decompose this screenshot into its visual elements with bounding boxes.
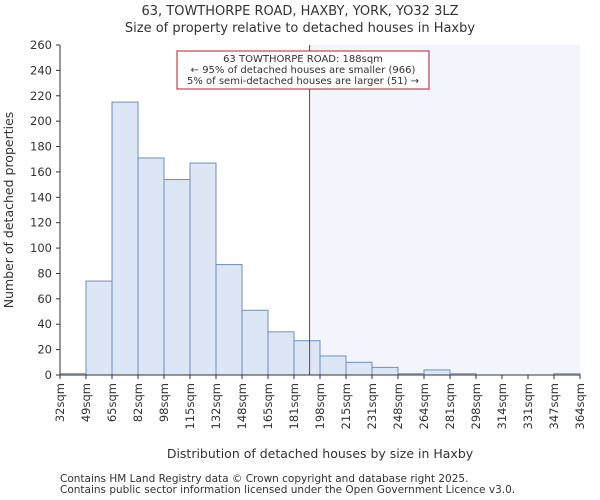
bar-198sqm <box>319 355 347 376</box>
x-axis: 32sqm 49sqm 65sqm 82sqm 98sqm 115sqm 132sqm 148… <box>53 374 587 429</box>
y-tick-label: 60 <box>37 292 52 306</box>
x-tick-label: 215sqm <box>339 383 353 429</box>
chart-subtitle: Size of property relative to detached ho… <box>125 21 475 36</box>
x-tick-label: 115sqm <box>183 383 197 429</box>
y-tick-label: 140 <box>30 190 52 204</box>
bar-264sqm <box>423 369 451 376</box>
y-tick-label: 220 <box>30 89 52 103</box>
x-tick-label: 314sqm <box>495 383 509 429</box>
annotation-line-1: 63 TOWTHORPE ROAD: 188sqm <box>223 54 383 65</box>
footer-licence: Contains public sector information licen… <box>60 484 516 496</box>
x-tick-label: 198sqm <box>313 383 327 429</box>
y-tick-label: 0 <box>45 368 52 382</box>
annotation-box <box>176 50 430 90</box>
y-axis: 0 20 40 60 80 100 120 140 160 180 200 220 240 260 <box>30 38 61 382</box>
y-tick-label: 120 <box>30 216 52 230</box>
bar-231sqm <box>371 366 399 376</box>
bar-65sqm <box>111 101 139 376</box>
bar-215sqm <box>345 361 373 376</box>
x-tick-label: 264sqm <box>417 383 431 429</box>
x-axis-label: Distribution of detached houses by size … <box>167 446 474 461</box>
x-tick-label: 298sqm <box>469 383 483 429</box>
y-tick-label: 160 <box>30 165 52 179</box>
x-tick-label: 132sqm <box>209 383 223 429</box>
x-tick-label: 248sqm <box>391 383 405 429</box>
x-tick-label: 32sqm <box>53 383 67 422</box>
x-tick-label: 331sqm <box>521 383 535 429</box>
x-tick-label: 148sqm <box>235 383 249 429</box>
y-tick-label: 80 <box>37 266 52 280</box>
bar-165sqm <box>267 331 295 376</box>
bar-82sqm <box>137 157 165 376</box>
x-tick-label: 165sqm <box>261 383 275 429</box>
bar-115sqm <box>189 162 217 376</box>
footer-copyright: Contains HM Land Registry data © Crown c… <box>60 473 469 485</box>
bar-98sqm <box>163 179 191 376</box>
x-tick-label: 347sqm <box>547 383 561 429</box>
y-tick-label: 260 <box>30 38 52 52</box>
annotation-line-2: ← 95% of detached houses are smaller (96… <box>191 65 416 76</box>
x-tick-label: 98sqm <box>157 383 171 422</box>
y-tick-label: 40 <box>37 317 52 331</box>
bar-132sqm <box>215 264 243 376</box>
larger-properties-region <box>309 45 580 375</box>
bar-148sqm <box>241 309 269 376</box>
x-tick-label: 364sqm <box>573 383 587 429</box>
x-tick-label: 231sqm <box>365 383 379 429</box>
bar-181sqm <box>293 340 321 376</box>
y-tick-label: 200 <box>30 114 52 128</box>
bar-49sqm <box>85 280 113 376</box>
y-tick-label: 240 <box>30 63 52 77</box>
x-tick-label: 65sqm <box>105 383 119 422</box>
y-axis-label: Number of detached properties <box>1 112 16 309</box>
chart-title: 63, TOWTHORPE ROAD, HAXBY, YORK, YO32 3L… <box>141 4 458 19</box>
property-annotation: 63 TOWTHORPE ROAD: 188sqm ← 95% of detac… <box>176 50 430 90</box>
y-tick-label: 20 <box>37 343 52 357</box>
x-tick-label: 281sqm <box>443 383 457 429</box>
y-tick-label: 180 <box>30 140 52 154</box>
x-tick-label: 49sqm <box>79 383 93 422</box>
y-tick-label: 100 <box>30 241 52 255</box>
x-tick-label: 181sqm <box>287 383 301 429</box>
x-tick-label: 82sqm <box>131 383 145 422</box>
bars-group <box>59 101 581 376</box>
annotation-line-3: 5% of semi-detached houses are larger (5… <box>187 76 419 87</box>
